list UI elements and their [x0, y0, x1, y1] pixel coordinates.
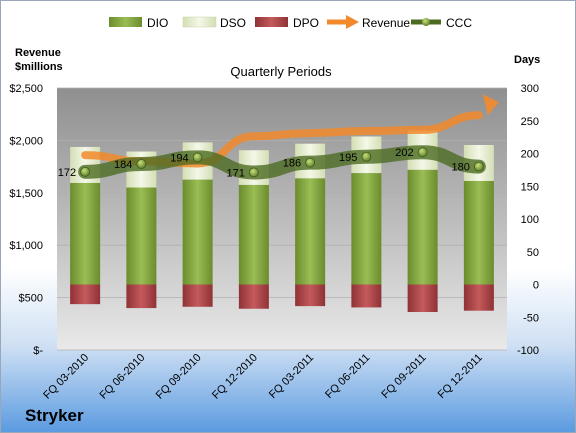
bar-dpo	[182, 284, 213, 307]
ccc-point	[305, 157, 316, 168]
left-tick-label: $1,500	[9, 188, 43, 200]
ccc-data-label: 186	[283, 158, 301, 170]
bar-dio	[238, 184, 269, 285]
bar-dio	[182, 179, 213, 285]
ccc-data-label: 171	[227, 167, 245, 179]
bar-dpo	[351, 284, 382, 308]
ccc-point	[361, 151, 372, 162]
ccc-point	[192, 152, 203, 163]
category-tick-label: FQ 03-2010	[41, 352, 91, 402]
left-tick-label: $1,000	[9, 240, 43, 252]
right-tick-label: 150	[521, 181, 539, 193]
left-tick-label: $2,500	[9, 83, 43, 95]
ccc-data-label: 194	[170, 152, 188, 164]
ccc-data-label: 202	[395, 147, 413, 159]
ccc-data-label: 195	[339, 152, 357, 164]
right-tick-label: -50	[523, 312, 539, 324]
left-tick-label: $-	[33, 345, 43, 357]
right-tick-label: 0	[533, 280, 539, 292]
ccc-data-label: 172	[58, 167, 76, 179]
category-tick-label: FQ 06-2010	[98, 352, 148, 402]
left-tick-label: $2,000	[9, 135, 43, 147]
bar-dio	[407, 169, 438, 285]
legend-label-dpo: DPO	[293, 16, 319, 30]
legend-swatch-dio	[109, 17, 142, 27]
category-tick-label: FQ 09-2011	[379, 352, 428, 401]
ccc-data-label: 180	[452, 162, 470, 174]
bar-dio	[463, 181, 494, 285]
legend-label-revenue: Revenue	[362, 16, 410, 30]
revenue-arrowhead	[482, 94, 499, 116]
ccc-data-label: 184	[114, 159, 132, 171]
right-tick-label: 250	[521, 116, 539, 128]
right-tick-label: 300	[521, 83, 539, 95]
left-axis-title-line1: Revenue	[15, 47, 61, 59]
category-tick-label: FQ 03-2011	[267, 352, 316, 401]
legend-swatch-dso	[182, 16, 217, 28]
left-tick-label: $500	[19, 293, 43, 305]
right-tick-label: 100	[521, 214, 539, 226]
legend-label-dso: DSO	[220, 16, 246, 30]
category-tick-label: FQ 12-2010	[210, 352, 260, 402]
bar-dio	[351, 173, 382, 285]
bar-dpo	[295, 284, 326, 307]
category-tick-label: FQ 06-2011	[323, 352, 372, 401]
bar-dio	[295, 178, 326, 285]
legend: DIO DSO DPO Revenue CCC	[109, 15, 472, 30]
legend-swatch-revenue	[327, 15, 359, 29]
right-tick-label: 200	[521, 149, 539, 161]
ccc-series: 172 184 194 171 186 195 202 180	[58, 145, 486, 180]
legend-swatch-ccc	[411, 18, 441, 26]
bar-dio	[70, 182, 101, 285]
right-tick-label: 50	[527, 247, 539, 259]
right-axis-title: Days	[514, 54, 540, 66]
ccc-point	[80, 166, 91, 177]
bar-dpo	[70, 284, 101, 305]
legend-swatch-dpo	[255, 17, 288, 27]
company-name: Stryker	[25, 406, 84, 425]
legend-label-dio: DIO	[147, 16, 168, 30]
bar-dpo	[407, 284, 438, 313]
bar-dpo	[126, 284, 157, 309]
bar-dio	[126, 187, 157, 285]
ccc-point	[417, 147, 428, 158]
left-axis-title-line2: $millions	[15, 61, 63, 73]
ccc-point	[473, 161, 484, 172]
legend-label-ccc: CCC	[446, 16, 472, 30]
right-tick-label: -100	[517, 345, 539, 357]
category-tick-label: FQ 09-2010	[154, 352, 204, 402]
chart-title: Quarterly Periods	[230, 64, 332, 79]
category-tick-label: FQ 12-2011	[436, 352, 485, 401]
bar-dpo	[238, 284, 269, 309]
ccc-point	[136, 159, 147, 169]
bar-dpo	[463, 284, 494, 311]
ccc-point	[248, 167, 259, 178]
